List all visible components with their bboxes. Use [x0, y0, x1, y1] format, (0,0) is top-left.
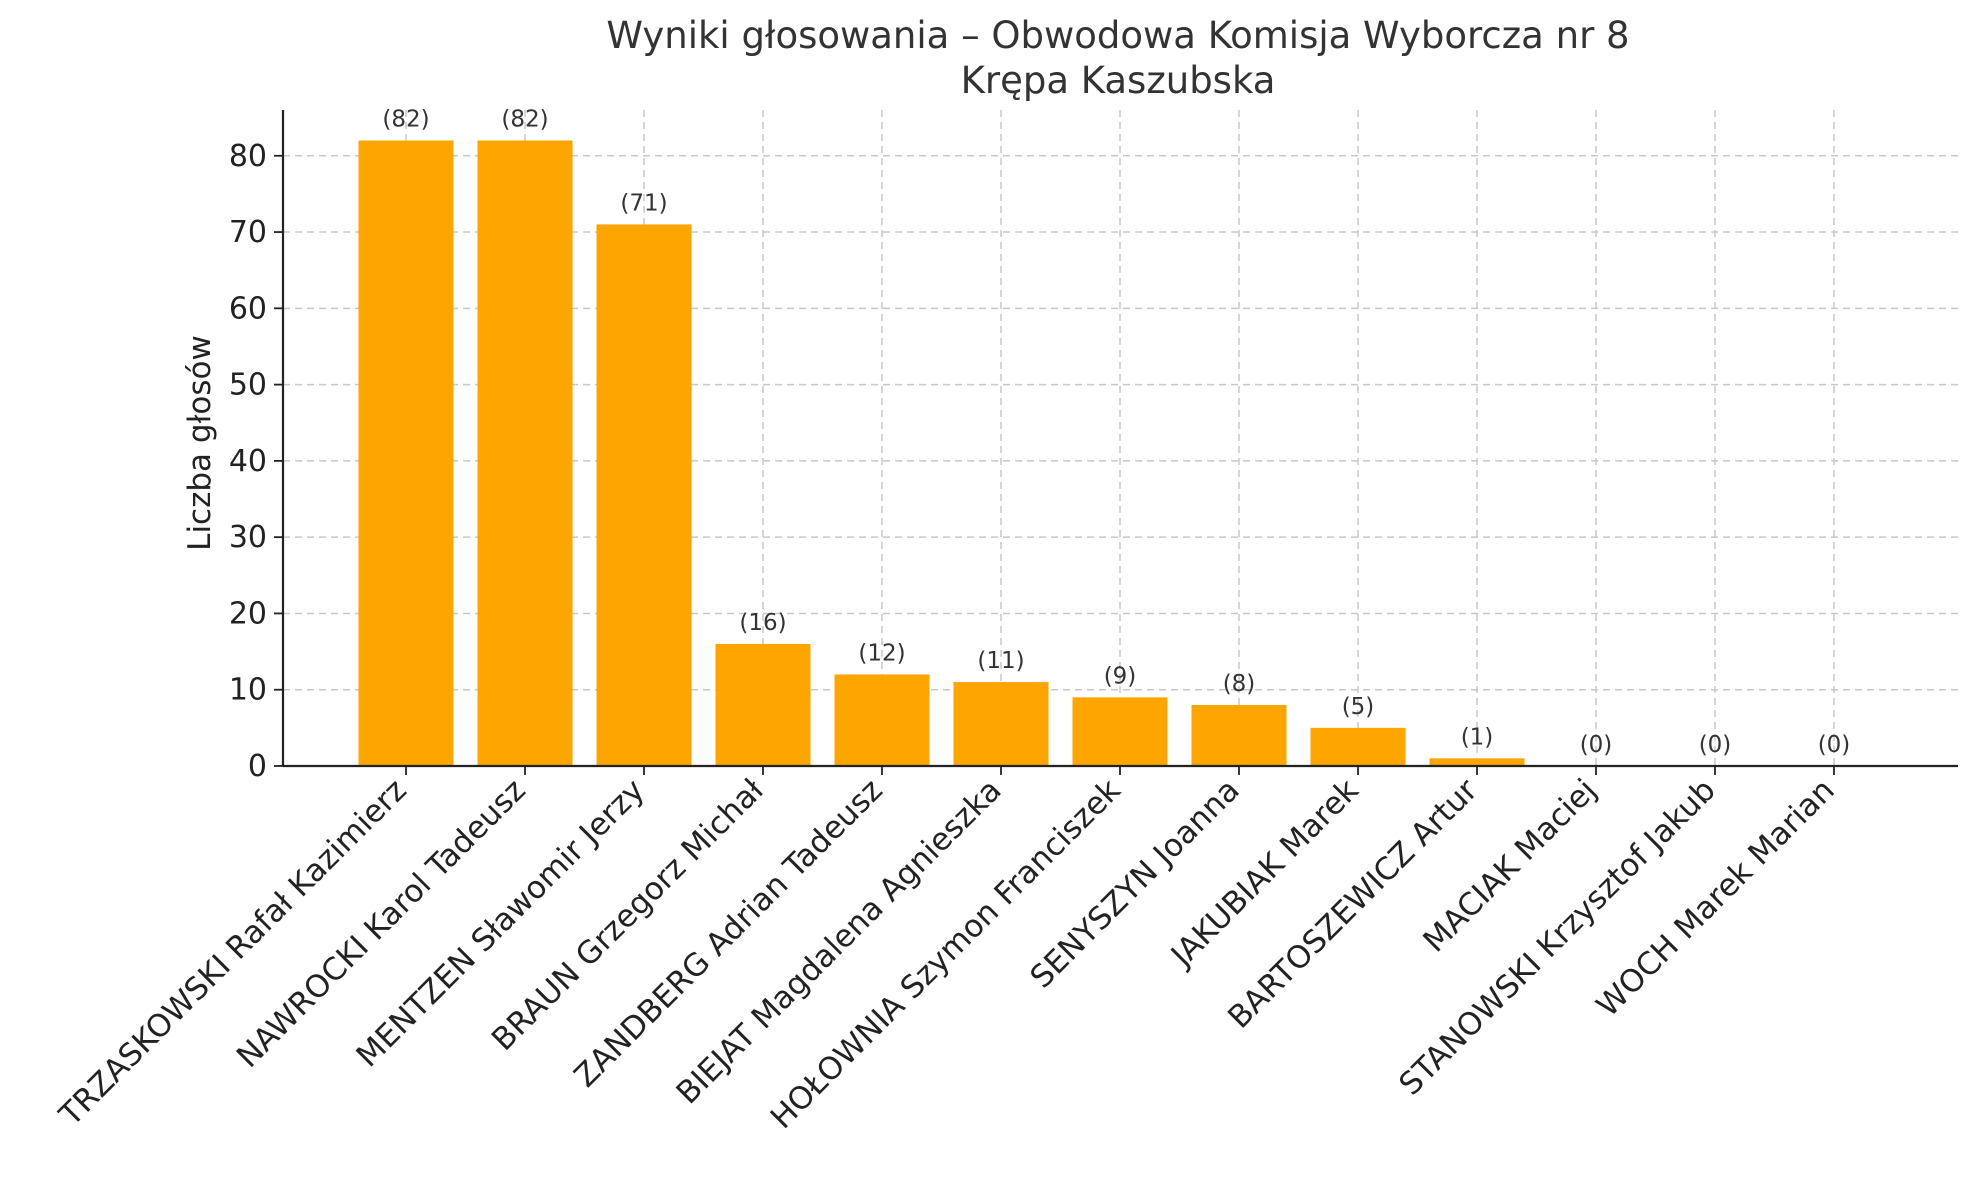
- y-tick-label: 50: [229, 368, 267, 403]
- bar: [1310, 727, 1406, 766]
- bar: [596, 224, 692, 767]
- data-label: (9): [1104, 663, 1137, 689]
- y-tick-layer: 0 10 20 30 40 50 60 70 80: [229, 139, 283, 784]
- y-tick-label: 0: [248, 749, 267, 784]
- data-label: (82): [501, 107, 548, 133]
- data-label: (0): [1580, 732, 1613, 758]
- bar: [358, 140, 454, 767]
- bar: [1072, 697, 1168, 766]
- data-label: (11): [977, 648, 1024, 674]
- y-tick-label: 60: [229, 291, 267, 326]
- bar: [477, 140, 573, 767]
- y-axis-label: Liczba głosów: [182, 335, 218, 551]
- y-tick-label: 80: [229, 139, 267, 174]
- data-label: (0): [1818, 732, 1851, 758]
- x-tick-label: WOCH Marek Marian: [1590, 772, 1842, 1024]
- data-label-layer: (82) (82) (71) (16) (12) (11) (9) (8) (5) (1) (0) (…: [382, 107, 1850, 758]
- bar: [953, 682, 1049, 766]
- data-label: (8): [1223, 671, 1256, 697]
- x-tick-label: SENYSZYN Joanna: [1023, 772, 1246, 995]
- data-label: (5): [1342, 694, 1375, 720]
- chart-subtitle: Krępa Kaszubska: [961, 59, 1276, 102]
- data-label: (1): [1461, 724, 1494, 750]
- bar-layer: [358, 140, 1525, 767]
- data-label: (12): [858, 640, 905, 666]
- data-label: (82): [382, 107, 429, 133]
- y-tick-label: 70: [229, 215, 267, 250]
- data-label: (0): [1699, 732, 1732, 758]
- y-tick-label: 40: [229, 444, 267, 479]
- bar: [715, 643, 811, 766]
- y-tick-label: 10: [229, 673, 267, 708]
- data-label: (71): [620, 190, 667, 216]
- data-label: (16): [739, 610, 786, 636]
- chart-title: Wyniki głosowania – Obwodowa Komisja Wyb…: [606, 14, 1629, 57]
- bar: [1429, 758, 1525, 766]
- y-tick-label: 30: [229, 520, 267, 555]
- y-tick-label: 20: [229, 596, 267, 631]
- bar: [1191, 704, 1287, 766]
- bar: [834, 674, 930, 766]
